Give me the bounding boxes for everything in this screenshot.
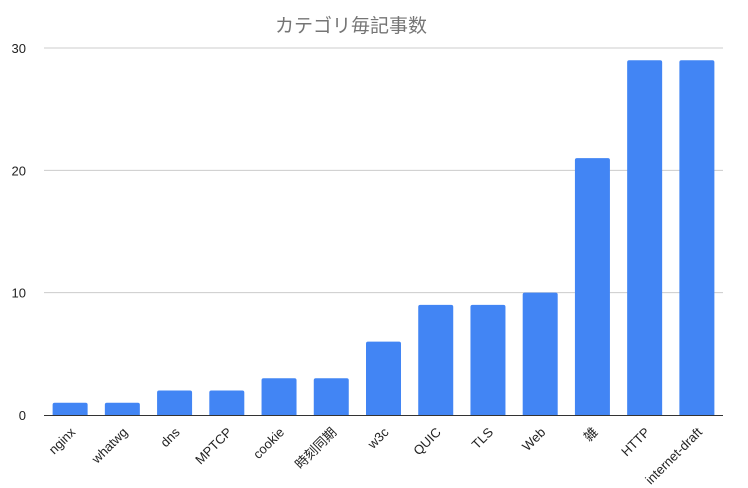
bar-Web bbox=[522, 292, 558, 415]
bar-QUIC bbox=[418, 304, 454, 415]
bar-時刻同期 bbox=[313, 378, 349, 415]
x-category-label: Web bbox=[519, 425, 548, 454]
x-axis-category-labels: nginx whatwg dns MPTCP cookie 時刻同期 w3c QUIC TLS W… bbox=[46, 424, 706, 487]
y-tick-label: 0 bbox=[19, 408, 26, 423]
bar-MPTCP bbox=[209, 390, 245, 415]
x-category-label: 雑 bbox=[581, 425, 601, 445]
x-category-label: w3c bbox=[364, 424, 392, 452]
x-category-label: whatwg bbox=[88, 425, 130, 467]
x-category-label: nginx bbox=[46, 424, 79, 457]
x-category-label: MPTCP bbox=[192, 425, 235, 468]
bar-whatwg bbox=[104, 402, 140, 415]
bar-internet-draft bbox=[679, 60, 715, 415]
y-tick-label: 10 bbox=[12, 286, 26, 301]
y-axis-tick-labels: 0 10 20 30 bbox=[12, 41, 26, 423]
bar-HTTP bbox=[627, 60, 663, 415]
y-tick-label: 30 bbox=[12, 41, 26, 56]
chart-title: カテゴリ毎記事数 bbox=[275, 15, 427, 37]
x-category-label: internet-draft bbox=[642, 424, 705, 487]
bar-dns bbox=[157, 390, 193, 415]
x-category-label: HTTP bbox=[618, 425, 653, 460]
bar-TLS bbox=[470, 304, 506, 415]
bar-cookie bbox=[261, 378, 297, 415]
x-category-label: dns bbox=[157, 424, 183, 450]
bar-雑 bbox=[574, 158, 610, 415]
x-category-label: 時刻同期 bbox=[292, 425, 339, 472]
bars bbox=[52, 60, 715, 415]
bar-w3c bbox=[366, 341, 401, 415]
grid-lines bbox=[44, 47, 723, 294]
bar-nginx bbox=[52, 402, 88, 415]
x-category-label: TLS bbox=[469, 424, 497, 452]
y-tick-label: 20 bbox=[12, 163, 26, 178]
x-category-label: QUIC bbox=[410, 425, 444, 459]
x-category-label: cookie bbox=[250, 425, 287, 462]
